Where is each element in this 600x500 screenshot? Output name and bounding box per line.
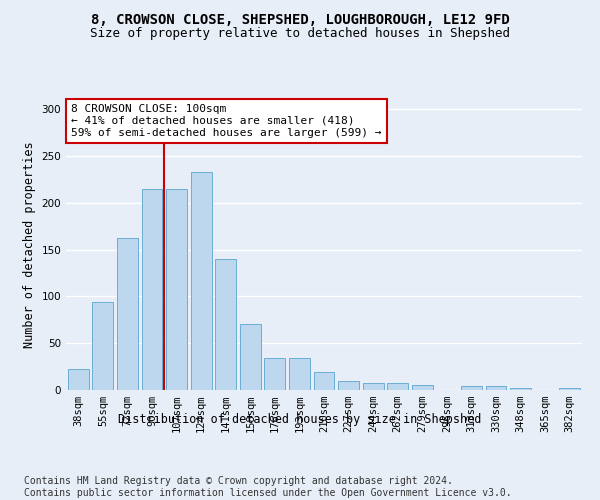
- Bar: [92, 302, 113, 390]
- Bar: [338, 380, 359, 390]
- Text: 8, CROWSON CLOSE, SHEPSHED, LOUGHBOROUGH, LE12 9FD: 8, CROWSON CLOSE, SHEPSHED, LOUGHBOROUGH…: [91, 12, 509, 26]
- Bar: [387, 382, 408, 390]
- Bar: [240, 324, 261, 390]
- Bar: [289, 358, 310, 390]
- Bar: [142, 189, 163, 390]
- Bar: [166, 189, 187, 390]
- Text: Size of property relative to detached houses in Shepshed: Size of property relative to detached ho…: [90, 28, 510, 40]
- Bar: [559, 388, 580, 390]
- Bar: [485, 386, 506, 390]
- Bar: [461, 386, 482, 390]
- Bar: [215, 259, 236, 390]
- Bar: [68, 370, 89, 390]
- Y-axis label: Number of detached properties: Number of detached properties: [23, 142, 36, 348]
- Bar: [314, 372, 334, 390]
- Bar: [117, 238, 138, 390]
- Bar: [191, 172, 212, 390]
- Bar: [510, 388, 531, 390]
- Text: Distribution of detached houses by size in Shepshed: Distribution of detached houses by size …: [118, 412, 482, 426]
- Text: Contains HM Land Registry data © Crown copyright and database right 2024.
Contai: Contains HM Land Registry data © Crown c…: [24, 476, 512, 498]
- Bar: [362, 382, 383, 390]
- Text: 8 CROWSON CLOSE: 100sqm
← 41% of detached houses are smaller (418)
59% of semi-d: 8 CROWSON CLOSE: 100sqm ← 41% of detache…: [71, 104, 382, 138]
- Bar: [265, 358, 286, 390]
- Bar: [412, 386, 433, 390]
